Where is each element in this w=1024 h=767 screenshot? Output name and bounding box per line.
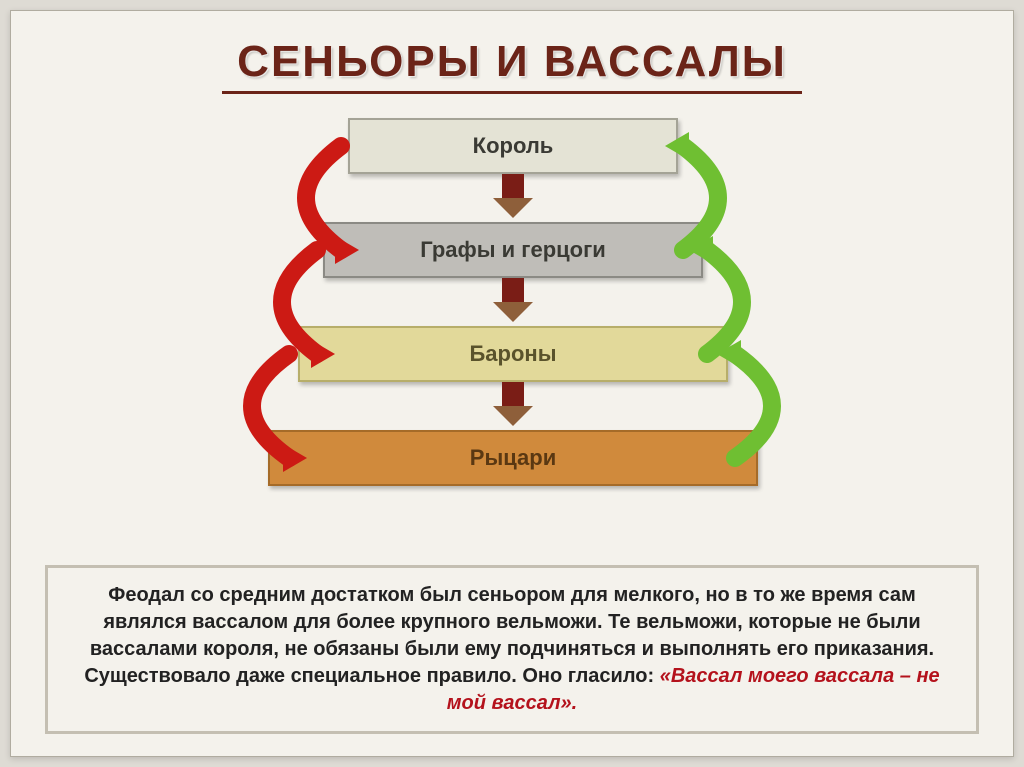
hierarchy-diagram: КорольГрафы и герцогиБароныРыцари [11,94,1015,554]
page-title: СЕНЬОРЫ И ВАССАЛЫ [11,11,1013,87]
curve-arrow-right-2 [11,94,1015,554]
footer-explanation: Феодал со средним достатком был сеньором… [45,565,979,734]
slide: СЕНЬОРЫ И ВАССАЛЫ КорольГрафы и герцогиБ… [10,10,1014,757]
